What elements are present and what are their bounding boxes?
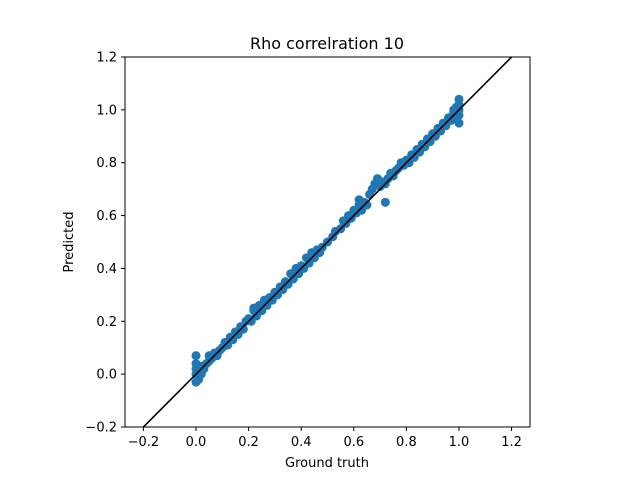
y-tick-label: 1.2 xyxy=(96,51,117,66)
scatter-points xyxy=(191,94,464,387)
chart-title: Rho correlration 10 xyxy=(250,34,404,53)
x-tick-label: 1.0 xyxy=(449,435,470,450)
x-tick-label: 0.4 xyxy=(291,435,312,450)
y-tick-label: −0.2 xyxy=(85,421,117,436)
x-axis-label: Ground truth xyxy=(285,456,369,471)
plot-frame xyxy=(124,56,531,428)
x-tick-label: 0.8 xyxy=(396,435,417,450)
y-tick-label: 0.2 xyxy=(96,315,117,330)
scatter-point xyxy=(238,324,248,334)
scatter-point xyxy=(454,118,464,128)
x-tick-label: 0.2 xyxy=(238,435,259,450)
x-tick-label: 1.2 xyxy=(501,435,522,450)
scatter-point xyxy=(191,351,201,361)
y-axis-ticks: −0.2 0.0 0.2 0.4 0.6 0.8 1.0 1.2 xyxy=(85,51,125,436)
y-tick-label: 0.4 xyxy=(96,262,117,277)
scatter-point xyxy=(362,200,372,210)
y-tick-label: 0.8 xyxy=(96,156,117,171)
x-axis-ticks: −0.2 0.0 0.2 0.4 0.6 0.8 1.0 1.2 xyxy=(128,427,522,450)
y-tick-label: 0.0 xyxy=(96,368,117,383)
x-tick-label: 0.0 xyxy=(186,435,207,450)
scatter-point xyxy=(380,197,390,207)
y-axis-label: Predicted xyxy=(62,211,77,272)
y-tick-label: 0.6 xyxy=(96,209,117,224)
x-tick-label: 0.6 xyxy=(343,435,364,450)
reference-line xyxy=(142,57,513,427)
y-tick-label: 1.0 xyxy=(96,103,117,118)
x-tick-label: −0.2 xyxy=(128,435,160,450)
scatter-point xyxy=(454,94,464,104)
